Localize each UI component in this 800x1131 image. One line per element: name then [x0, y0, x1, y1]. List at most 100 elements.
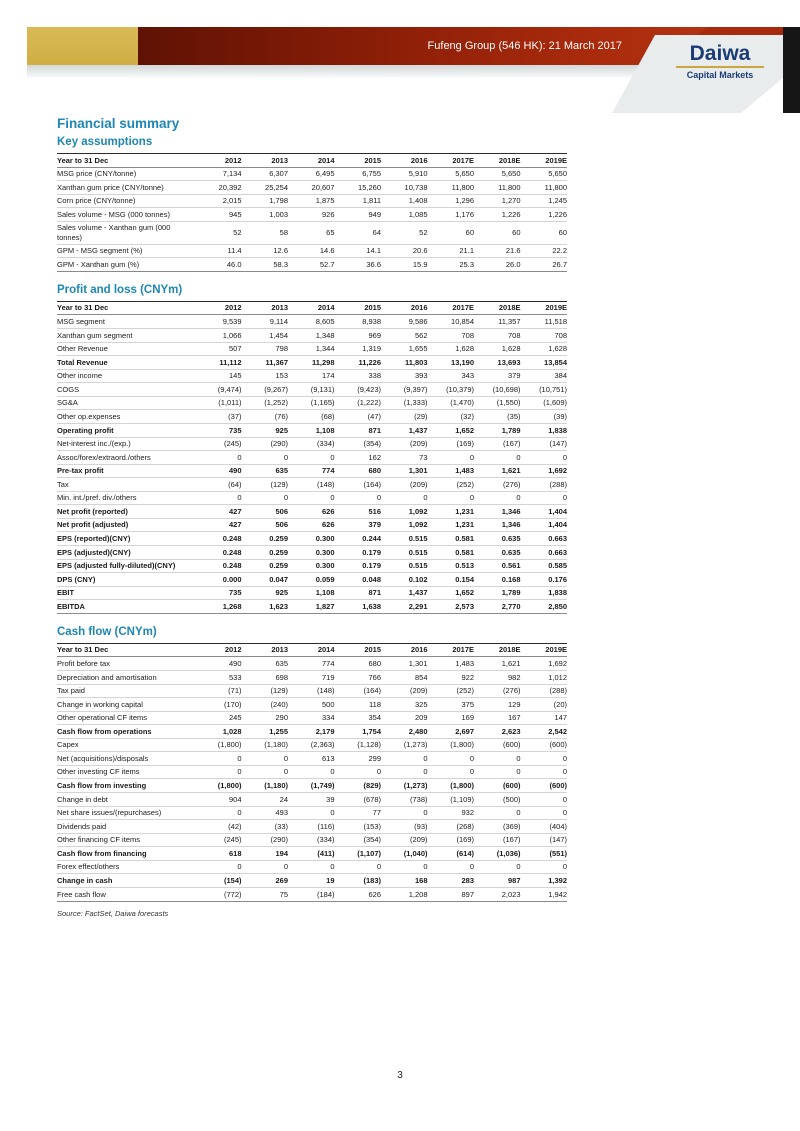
row-label: Net (acquisitions)/disposals: [57, 751, 195, 766]
cell-value: 11,357: [474, 314, 521, 329]
cell-value: 0: [427, 491, 474, 506]
cell-value: 0.300: [288, 545, 335, 560]
year-column-header: 2015: [334, 642, 381, 658]
cell-value: 1,012: [520, 670, 567, 685]
cell-value: 11,298: [288, 355, 335, 370]
cell-value: 1,692: [520, 464, 567, 479]
cell-value: 19: [288, 873, 335, 888]
cell-value: 897: [427, 887, 474, 902]
table-title-key-assumptions: Key assumptions: [57, 136, 153, 148]
cell-value: (10,698): [474, 382, 521, 397]
row-label: Dividends paid: [57, 819, 195, 834]
cell-value: 77: [334, 806, 381, 821]
cell-value: 7,134: [195, 167, 242, 182]
cell-value: (1,011): [195, 396, 242, 411]
cell-value: 10,854: [427, 314, 474, 329]
cell-value: 52: [195, 221, 242, 245]
cell-value: 708: [427, 328, 474, 343]
cell-value: 1,621: [474, 464, 521, 479]
cell-value: (1,800): [195, 778, 242, 793]
cell-value: 1,108: [288, 423, 335, 438]
table-row: Xanthan gum price (CNY/tonne) 20,392 25,25…: [57, 180, 567, 195]
row-label: COGS: [57, 382, 195, 397]
cell-value: 0: [427, 751, 474, 766]
cell-value: 0: [474, 751, 521, 766]
row-label: GPM - Xanthan gum (%): [57, 257, 195, 272]
page-corner-strip: [783, 27, 800, 113]
cell-value: 1,789: [474, 586, 521, 601]
row-label: Forex effect/others: [57, 860, 195, 875]
cell-value: 0: [195, 751, 242, 766]
cell-value: 0: [195, 765, 242, 780]
cell-value: 1,085: [381, 207, 428, 222]
cell-value: 338: [334, 369, 381, 384]
cell-value: 2,623: [474, 724, 521, 739]
row-label: Total Revenue: [57, 355, 195, 370]
cell-value: (1,036): [474, 846, 521, 861]
cell-value: 0: [520, 765, 567, 780]
cell-value: 325: [381, 697, 428, 712]
row-label: Other investing CF items: [57, 765, 195, 780]
cell-value: 393: [381, 369, 428, 384]
financial-table: Year to 31 Dec 2012 2013 2014 2015 2016 2017E 2…: [57, 642, 567, 902]
cell-value: 209: [381, 711, 428, 726]
page-number: 3: [397, 1070, 403, 1081]
table-row: Net share issues/(repurchases) 0 493 0 77 0 93…: [57, 806, 567, 821]
cell-value: 680: [334, 656, 381, 671]
cell-value: (32): [427, 409, 474, 424]
cell-value: 1,226: [474, 207, 521, 222]
cell-value: 13,190: [427, 355, 474, 370]
cell-value: 1,628: [520, 342, 567, 357]
cell-value: 0: [334, 860, 381, 875]
cell-value: (169): [427, 437, 474, 452]
cell-value: 0.047: [241, 572, 288, 587]
row-label: Tax: [57, 477, 195, 492]
cell-value: 379: [474, 369, 521, 384]
cell-value: 1,108: [288, 586, 335, 601]
cell-value: 245: [195, 711, 242, 726]
cell-value: (1,128): [334, 738, 381, 753]
cell-value: 925: [241, 423, 288, 438]
cell-value: 871: [334, 586, 381, 601]
table-row: Cash flow from financing 618 194 (411) (1,10…: [57, 846, 567, 861]
cell-value: 1,437: [381, 586, 428, 601]
cell-value: 2,480: [381, 724, 428, 739]
cell-value: 334: [288, 711, 335, 726]
cell-value: 36.6: [334, 257, 381, 272]
cell-value: 493: [241, 806, 288, 821]
cell-value: 0.179: [334, 545, 381, 560]
cell-value: 0.259: [241, 531, 288, 546]
row-label: Capex: [57, 738, 195, 753]
cell-value: (164): [334, 477, 381, 492]
cell-value: 0: [381, 806, 428, 821]
cell-value: 0.663: [520, 531, 567, 546]
table-row: EPS (reported)(CNY) 0.248 0.259 0.300 0.244 0…: [57, 531, 567, 546]
cell-value: (1,040): [381, 846, 428, 861]
cell-value: 283: [427, 873, 474, 888]
row-label: Change in cash: [57, 873, 195, 888]
row-label: Cash flow from operations: [57, 724, 195, 739]
cell-value: (1,222): [334, 396, 381, 411]
cell-value: 6,495: [288, 167, 335, 182]
year-column-header: 2016: [381, 642, 428, 658]
row-label: Corn price (CNY/tonne): [57, 194, 195, 209]
cell-value: 0.259: [241, 559, 288, 574]
cell-value: 0.259: [241, 545, 288, 560]
cell-value: (1,107): [334, 846, 381, 861]
cell-value: (290): [241, 833, 288, 848]
cell-value: 6,307: [241, 167, 288, 182]
cell-value: (614): [427, 846, 474, 861]
table-row: Pre-tax profit 490 635 774 680 1,301 1,483 1,62…: [57, 464, 567, 479]
cell-value: 354: [334, 711, 381, 726]
cell-value: (184): [288, 887, 335, 902]
table-row: Net profit (adjusted) 427 506 626 379 1,092 1,…: [57, 518, 567, 533]
cell-value: 0.513: [427, 559, 474, 574]
row-label-header: Year to 31 Dec: [57, 300, 195, 316]
cell-value: 13,854: [520, 355, 567, 370]
profit-and-loss-table-container: Year to 31 Dec 2012 2013 2014 2015 2016 2017E 2…: [57, 300, 567, 614]
cell-value: 1,655: [381, 342, 428, 357]
cell-value: 1,231: [427, 518, 474, 533]
cell-value: 490: [195, 656, 242, 671]
cell-value: 21.6: [474, 244, 521, 259]
cell-value: 168: [381, 873, 428, 888]
